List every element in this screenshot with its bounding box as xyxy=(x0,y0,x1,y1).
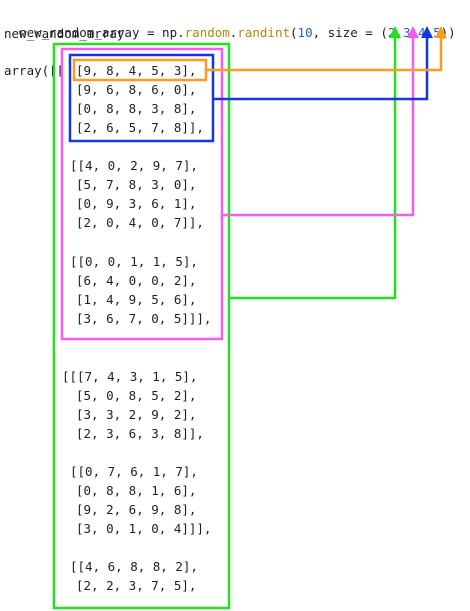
output-row: [[4, 6, 8, 8, 2], xyxy=(70,559,198,574)
output-row: [9, 2, 6, 9, 8], xyxy=(76,502,197,517)
output-row: [[0, 0, 1, 1, 5], xyxy=(70,254,198,269)
output-row: [2, 3, 6, 3, 8]], xyxy=(76,426,204,441)
output-row: [0, 9, 3, 6, 1], xyxy=(76,196,197,211)
code-arg-10: 10 xyxy=(297,25,313,40)
output-row: [1, 4, 9, 5, 6], xyxy=(76,292,197,307)
output-row: [9, 8, 4, 5, 3], xyxy=(76,63,197,78)
code-comma-2: , xyxy=(410,25,418,40)
output-row: [[0, 7, 6, 1, 7], xyxy=(70,464,198,479)
output-row: [2, 2, 3, 7, 5], xyxy=(76,578,197,593)
output-row: [5, 0, 8, 5, 2], xyxy=(76,388,197,403)
code-open-paren: ( xyxy=(290,25,298,40)
code-dim-4: 4 xyxy=(418,25,426,40)
output-row: [0, 8, 8, 3, 8], xyxy=(76,101,197,116)
blue-connector xyxy=(213,36,429,101)
output-row: [3, 3, 2, 9, 2], xyxy=(76,407,197,422)
output-row: [[[7, 4, 3, 1, 5], xyxy=(62,369,198,384)
magenta-connector xyxy=(222,36,415,217)
code-comma-3: , xyxy=(425,25,434,40)
output-row: [6, 4, 0, 0, 2], xyxy=(76,273,197,288)
green-connector xyxy=(229,36,397,300)
code-dot: . xyxy=(229,25,238,40)
code-random-module: random xyxy=(184,25,230,40)
output-row: [3, 6, 7, 0, 5]]], xyxy=(76,311,212,326)
code-lhs: new_random_array = np. xyxy=(19,25,185,40)
code-comma-1: , xyxy=(395,25,403,40)
code-line-2: new_random_array xyxy=(4,26,125,41)
output-row: [[4, 0, 2, 9, 7], xyxy=(70,158,198,173)
output-row: [3, 0, 1, 0, 4]]], xyxy=(76,521,212,536)
code-size-kw: , size = ( xyxy=(312,25,388,40)
output-prefix: array([[ xyxy=(4,63,65,78)
output-row: [2, 0, 4, 0, 7]], xyxy=(76,215,204,230)
code-close-paren: )) xyxy=(440,25,456,40)
output-row: [9, 6, 8, 6, 0], xyxy=(76,82,197,97)
code-randint-fn: randint xyxy=(237,25,291,40)
code-dim-3: 3 xyxy=(402,25,411,40)
output-row: [2, 6, 5, 7, 8]], xyxy=(76,120,204,135)
code-dim-5: 5 xyxy=(433,25,441,40)
output-row: [0, 8, 8, 1, 6], xyxy=(76,483,197,498)
output-row: [5, 7, 8, 3, 0], xyxy=(76,177,197,192)
